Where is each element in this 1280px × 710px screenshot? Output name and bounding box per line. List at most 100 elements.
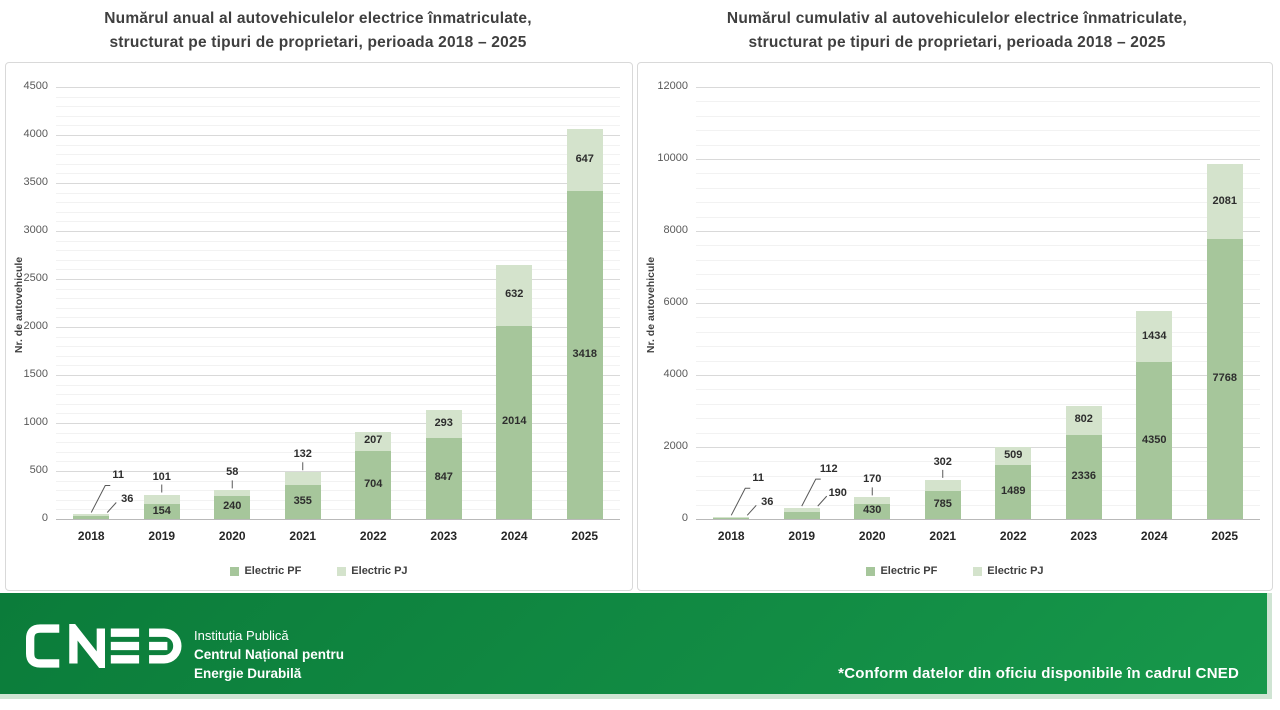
- bar-segment-pf: [783, 512, 820, 519]
- data-label: 36: [761, 496, 774, 509]
- bar-segment-pj: [783, 508, 820, 513]
- bar-segment-pf: [995, 465, 1032, 519]
- minor-gridline: [56, 499, 620, 501]
- minor-gridline: [56, 163, 620, 165]
- logo-letter-c: [26, 624, 60, 668]
- minor-gridline: [56, 355, 620, 357]
- major-gridline: [696, 303, 1260, 304]
- minor-gridline: [696, 202, 1260, 204]
- minor-gridline: [56, 298, 620, 300]
- data-label: 112: [819, 463, 838, 476]
- minor-gridline: [696, 101, 1260, 103]
- legend-item: Electric PJ: [973, 565, 1044, 577]
- footnote: *Conform datelor din oficiu disponibile …: [838, 665, 1239, 682]
- minor-gridline: [56, 442, 620, 444]
- major-gridline: [56, 327, 620, 328]
- x-tick-label: 2019: [788, 529, 816, 543]
- org-line-3: Energie Durabilă: [194, 666, 302, 681]
- minor-gridline: [56, 307, 620, 309]
- minor-gridline: [56, 106, 620, 108]
- plot-area: 0 2000 4000 6000 8000 10000 12000 36 11 2018 190 11…: [657, 80, 1260, 543]
- minor-gridline: [696, 504, 1260, 506]
- x-tick-label: 2024: [1140, 529, 1168, 543]
- x-tick-label: 2018: [77, 529, 105, 543]
- plot-area: 0 500 1000 1500 2000 2500 3000 3500 4000 4500 36 11…: [24, 80, 620, 543]
- major-gridline: [56, 135, 620, 136]
- major-gridline: [56, 471, 620, 472]
- minor-gridline: [56, 211, 620, 213]
- y-tick-label: 500: [29, 464, 48, 476]
- y-tick-label: 0: [681, 512, 688, 524]
- minor-gridline: [696, 432, 1260, 434]
- minor-gridline: [56, 384, 620, 386]
- minor-gridline: [696, 418, 1260, 420]
- major-gridline: [56, 423, 620, 424]
- x-tick-label: 2024: [500, 529, 528, 543]
- x-tick-label: 2022: [359, 529, 387, 543]
- bar-segment-pj: [73, 514, 110, 516]
- minor-gridline: [56, 461, 620, 463]
- minor-gridline: [56, 96, 620, 98]
- minor-gridline: [56, 269, 620, 271]
- major-gridline: [696, 231, 1260, 232]
- y-tick-label: 3500: [23, 176, 48, 188]
- chart-panel-cumulative: Nr. de autovehicule 0 2000 4000 6000 8000 100…: [637, 62, 1273, 591]
- data-label: 58: [226, 466, 239, 479]
- minor-gridline: [696, 317, 1260, 319]
- minor-gridline: [696, 360, 1260, 362]
- minor-gridline: [56, 115, 620, 117]
- minor-gridline: [56, 192, 620, 194]
- bar-segment-pj: [1206, 164, 1243, 240]
- minor-gridline: [56, 365, 620, 367]
- y-tick-label: 1000: [23, 416, 48, 428]
- legend-item: Electric PF: [230, 565, 301, 577]
- x-tick-label: 2022: [999, 529, 1027, 543]
- minor-gridline: [696, 274, 1260, 276]
- minor-gridline: [696, 173, 1260, 175]
- minor-gridline: [56, 259, 620, 261]
- minor-gridline: [56, 346, 620, 348]
- minor-gridline: [56, 509, 620, 511]
- bar-segment-pf: [566, 190, 603, 519]
- y-tick-label: 1500: [23, 368, 48, 380]
- bar-segment-pj: [214, 490, 251, 496]
- bar-segment-pf: [496, 325, 533, 519]
- y-tick-label: 12000: [657, 80, 688, 92]
- bar-segment-pj: [995, 447, 1032, 466]
- y-tick-label: 4000: [663, 368, 688, 380]
- minor-gridline: [696, 475, 1260, 477]
- y-tick-label: 8000: [663, 224, 688, 236]
- minor-gridline: [56, 336, 620, 338]
- footer-banner: Instituția Publică Centrul Național pent…: [0, 593, 1272, 699]
- minor-gridline: [56, 403, 620, 405]
- minor-gridline: [696, 187, 1260, 189]
- y-tick-label: 0: [41, 512, 48, 524]
- x-tick-label: 2020: [218, 529, 246, 543]
- bar-segment-pj: [566, 128, 603, 191]
- organization-name: Instituția Publică Centrul Național pent…: [194, 626, 344, 683]
- minor-gridline: [56, 240, 620, 242]
- y-tick-label: 4000: [23, 128, 48, 140]
- bar-segment-pj: [355, 431, 392, 452]
- bar-segment-pj: [854, 497, 891, 504]
- bar-segment-pf: [143, 504, 180, 519]
- legend-label: Electric PF: [244, 565, 302, 577]
- bar-segment-pf: [73, 515, 110, 519]
- x-tick-label: 2023: [430, 529, 458, 543]
- legend-label: Electric PF: [880, 565, 938, 577]
- x-tick-label: 2023: [1070, 529, 1098, 543]
- minor-gridline: [56, 173, 620, 175]
- minor-gridline: [56, 394, 620, 396]
- bar-segment-pj: [1136, 310, 1173, 363]
- org-line-2: Centrul Național pentru: [194, 647, 345, 662]
- chart-panel-annual: Nr. de autovehicule 0 500 1000 1500 2000 2500…: [5, 62, 633, 591]
- bar-segment-pj: [1065, 406, 1102, 435]
- chart-title-cumulative: Numărul cumulativ al autovehiculelor ele…: [726, 10, 1188, 52]
- major-gridline: [56, 231, 620, 232]
- major-gridline: [696, 159, 1260, 160]
- bar-segment-pf: [214, 495, 251, 519]
- logo-letter-d: [149, 628, 182, 664]
- minor-gridline: [696, 288, 1260, 290]
- bar-segment-pf: [854, 503, 891, 519]
